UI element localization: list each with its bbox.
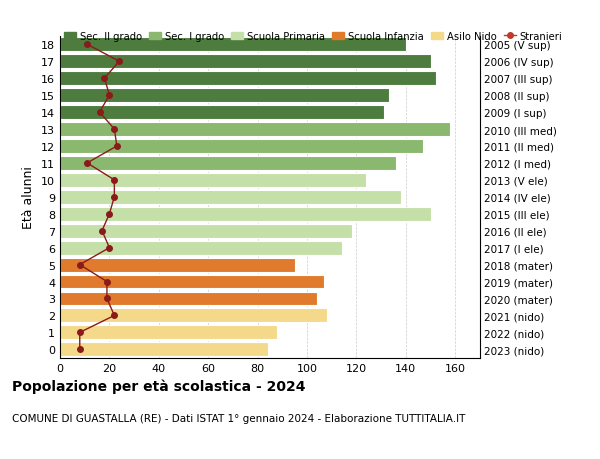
Bar bbox=[60, 207, 431, 221]
Point bbox=[104, 211, 114, 218]
Bar bbox=[60, 140, 423, 154]
Bar bbox=[60, 326, 277, 340]
Point bbox=[110, 177, 119, 184]
Bar bbox=[60, 309, 327, 323]
Text: COMUNE DI GUASTALLA (RE) - Dati ISTAT 1° gennaio 2024 - Elaborazione TUTTITALIA.: COMUNE DI GUASTALLA (RE) - Dati ISTAT 1°… bbox=[12, 413, 466, 423]
Bar bbox=[60, 258, 295, 272]
Bar bbox=[60, 106, 383, 120]
Bar bbox=[60, 157, 396, 170]
Point bbox=[110, 126, 119, 134]
Bar bbox=[60, 241, 341, 255]
Point bbox=[104, 92, 114, 100]
Bar bbox=[60, 190, 401, 204]
Bar bbox=[60, 224, 352, 238]
Point bbox=[104, 245, 114, 252]
Point bbox=[115, 58, 124, 66]
Bar bbox=[60, 275, 325, 289]
Point bbox=[102, 278, 112, 285]
Point bbox=[75, 329, 85, 336]
Point bbox=[100, 75, 109, 83]
Point bbox=[75, 261, 85, 269]
Legend: Sec. II grado, Sec. I grado, Scuola Primaria, Scuola Infanzia, Asilo Nido, Stran: Sec. II grado, Sec. I grado, Scuola Prim… bbox=[60, 28, 566, 45]
Point bbox=[102, 295, 112, 302]
Point bbox=[97, 228, 107, 235]
Bar bbox=[60, 342, 268, 357]
Point bbox=[82, 41, 92, 49]
Bar bbox=[60, 89, 389, 103]
Point bbox=[75, 346, 85, 353]
Bar bbox=[60, 72, 436, 86]
Bar bbox=[60, 38, 406, 52]
Bar bbox=[60, 174, 367, 187]
Point bbox=[110, 312, 119, 319]
Bar bbox=[60, 123, 451, 137]
Point bbox=[112, 143, 122, 150]
Bar bbox=[60, 292, 317, 306]
Point bbox=[110, 194, 119, 201]
Text: Popolazione per età scolastica - 2024: Popolazione per età scolastica - 2024 bbox=[12, 379, 305, 393]
Point bbox=[82, 160, 92, 167]
Point bbox=[95, 109, 104, 117]
Bar bbox=[60, 55, 431, 69]
Y-axis label: Età alunni: Età alunni bbox=[22, 166, 35, 229]
